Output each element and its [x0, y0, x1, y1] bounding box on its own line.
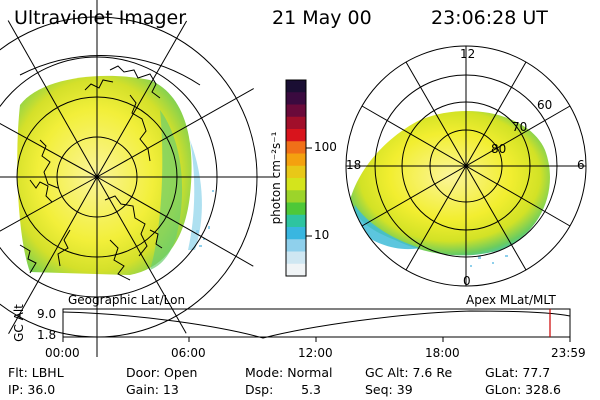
orbit-xtick-2359: 23:59 [551, 346, 586, 360]
info-glat: GLat: 77.7 [485, 365, 551, 380]
colorbar-band [286, 178, 306, 191]
mlt-label-12: 12 [460, 47, 476, 61]
colorbar [285, 79, 312, 277]
colorbar-band [286, 190, 306, 203]
colorbar-band [286, 141, 306, 154]
info-ip: IP: 36.0 [8, 382, 56, 397]
coastlines [19, 65, 163, 281]
geographic-map [0, 0, 277, 357]
apex-map [345, 45, 587, 287]
colorbar-tick-10: 10 [314, 228, 330, 242]
mlt-label-18: 18 [346, 158, 362, 172]
image-time: 23:06:28 UT [431, 7, 548, 29]
colorbar-band [286, 202, 306, 216]
orbit-altitude-plot [62, 308, 571, 342]
colorbar-unit-label: photon cm⁻²s⁻¹ [269, 131, 283, 225]
mlt-label-0: 0 [463, 274, 471, 288]
colorbar-band [286, 80, 306, 93]
orbit-xtick-0000: 00:00 [45, 346, 80, 360]
info-dsp: Dsp: 5.3 [245, 382, 321, 397]
orbit-ymin: 1.8 [37, 328, 57, 342]
geographic-caption: Geographic Lat/Lon [68, 293, 186, 307]
left-noise-speckle [196, 190, 214, 247]
altitude-curve [62, 310, 571, 339]
colorbar-band [286, 251, 306, 265]
info-seq: Seq: 39 [365, 382, 413, 397]
info-filter: Flt: LBHL [8, 365, 64, 380]
colorbar-band [286, 165, 306, 179]
orbit-xtick-1800: 18:00 [425, 346, 460, 360]
info-door: Door: Open [126, 365, 198, 380]
left-aurora-emission [17, 75, 192, 275]
info-gain: Gain: 13 [126, 382, 179, 397]
lat-label-80: 80 [491, 142, 507, 156]
mlt-label-6: 6 [577, 158, 585, 172]
right-noise-speckle [470, 255, 508, 267]
right-aurora-emission [350, 111, 550, 256]
colorbar-band [286, 92, 306, 105]
lat-label-70: 70 [512, 120, 528, 134]
colorbar-band [286, 116, 306, 130]
info-glon: GLon: 328.6 [485, 382, 561, 397]
orbit-ymax: 9.0 [37, 307, 57, 321]
colorbar-band [286, 153, 306, 167]
orbit-ylabel: GC Alt [12, 304, 26, 342]
colorbar-band [286, 104, 306, 118]
image-date: 21 May 00 [272, 7, 372, 29]
colorbar-band [286, 263, 306, 277]
colorbar-band [286, 129, 306, 142]
colorbar-band [286, 227, 306, 240]
orbit-xtick-1200: 12:00 [298, 346, 333, 360]
colorbar-band [286, 214, 306, 228]
lat-label-60: 60 [537, 98, 553, 112]
info-mode: Mode: Normal [245, 365, 333, 380]
colorbar-band [286, 239, 306, 252]
info-gc-alt: GC Alt: 7.6 Re [365, 365, 453, 380]
colorbar-tick-100: 100 [314, 140, 337, 154]
orbit-xtick-0600: 06:00 [171, 346, 206, 360]
apex-caption: Apex MLat/MLT [466, 293, 556, 307]
